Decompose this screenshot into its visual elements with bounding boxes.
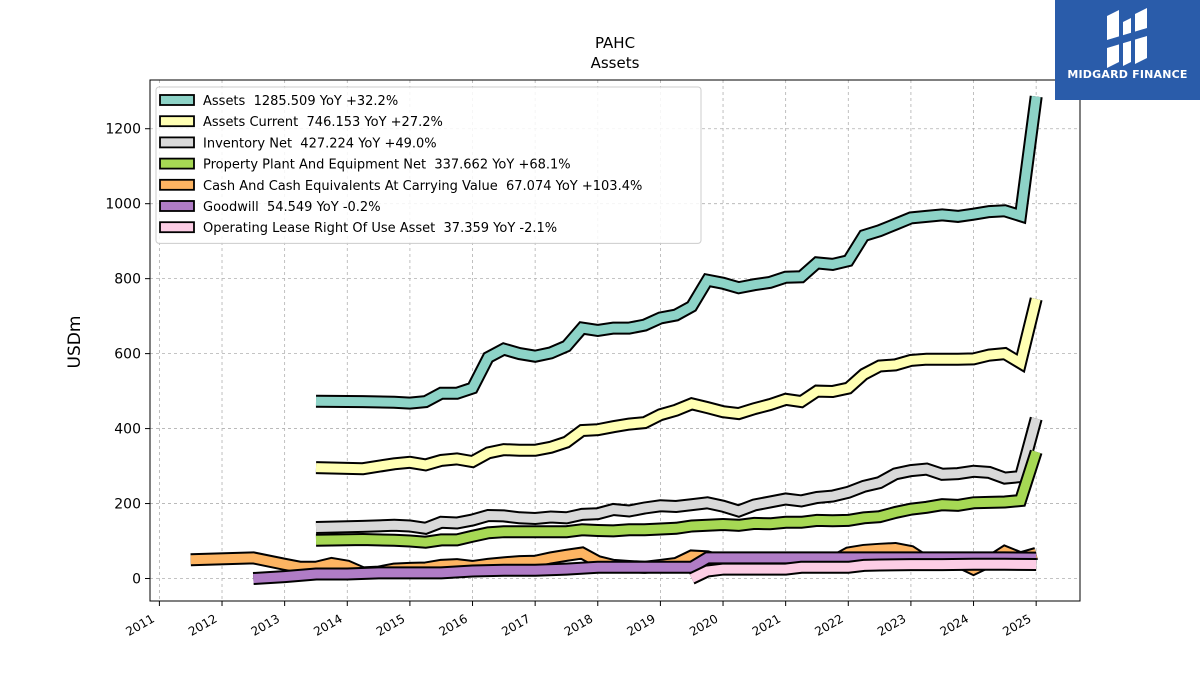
x-tick-label: 2022 (812, 611, 845, 638)
x-tick-label: 2019 (624, 611, 657, 638)
chart-title: PAHC (595, 34, 635, 52)
y-tick-label: 600 (114, 347, 141, 363)
x-tick-label: 2014 (311, 611, 344, 638)
y-axis-label: USDm (65, 316, 85, 369)
legend: Assets 1285.509 YoY +32.2% Assets Current… (155, 86, 702, 244)
legend-entry: Goodwill 54.549 YoY -0.2% (203, 200, 381, 215)
y-tick-label: 1000 (105, 197, 141, 213)
legend-entry: Operating Lease Right Of Use Asset 37.35… (203, 221, 557, 236)
series-line (315, 297, 1041, 474)
legend-swatch (159, 221, 195, 234)
series-line (253, 553, 1037, 583)
legend-swatch (159, 178, 195, 191)
x-tick-label: 2011 (123, 611, 156, 638)
legend-swatch (159, 200, 195, 212)
x-tick-label: 2017 (499, 611, 532, 638)
plot-frame (149, 79, 1081, 602)
series-layer (190, 95, 1043, 585)
x-tick-label: 2012 (186, 611, 219, 638)
legend-entry: Property Plant And Equipment Net 337.662… (203, 158, 571, 173)
x-tick-label: 2018 (562, 611, 595, 638)
logo-icon (1107, 8, 1147, 68)
x-tick-label: 2020 (687, 611, 720, 638)
x-tick-label: 2021 (750, 611, 783, 638)
series-line (315, 450, 1041, 547)
chart-subtitle: Assets (591, 54, 640, 72)
x-tick-label: 2024 (938, 611, 971, 638)
legend-box (155, 86, 702, 244)
series-line (315, 95, 1041, 408)
series-1 (315, 95, 1043, 410)
y-tick-label: 0 (132, 572, 141, 588)
legend-entry: Inventory Net 427.224 YoY +49.0% (203, 136, 437, 151)
series-7 (688, 557, 1037, 585)
legend-swatch (159, 157, 195, 170)
x-tick-label: 2013 (249, 611, 282, 638)
brand-logo: MIDGARD FINANCE (1055, 0, 1200, 100)
legend-entry: Assets Current 746.153 YoY +27.2% (203, 115, 443, 130)
y-tick-label: 800 (114, 272, 141, 288)
legend-swatch (159, 115, 195, 128)
series-3 (315, 416, 1043, 535)
logo-text: MIDGARD FINANCE (1067, 68, 1188, 81)
y-tick-label: 400 (114, 422, 141, 438)
legend-swatch (159, 136, 195, 149)
series-2 (315, 297, 1043, 476)
legend-entry: Cash And Cash Equivalents At Carrying Va… (203, 179, 642, 194)
y-tick-label: 200 (114, 497, 141, 513)
series-line (689, 559, 1037, 583)
series-4 (315, 449, 1043, 549)
y-tick-label: 1200 (105, 122, 141, 138)
x-tick-label: 2015 (374, 611, 407, 638)
legend-entry: Assets 1285.509 YoY +32.2% (203, 94, 398, 109)
x-tick-label: 2023 (875, 611, 908, 638)
series-line (315, 417, 1041, 533)
series-6 (252, 551, 1037, 585)
x-tick-label: 2025 (1000, 611, 1033, 638)
legend-swatch (159, 94, 195, 106)
x-tick-label: 2016 (437, 611, 470, 638)
series-line-outline (315, 297, 1043, 476)
